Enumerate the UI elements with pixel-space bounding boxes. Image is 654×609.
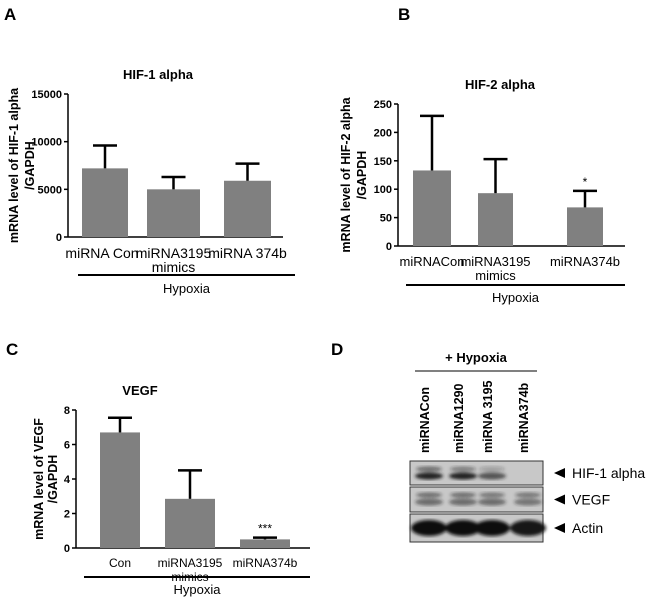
panel-label-b: B <box>398 5 410 24</box>
y-axis-label: /GAPDH <box>23 141 37 190</box>
band <box>449 498 477 506</box>
x-tick-label: miRNACon <box>399 254 464 269</box>
panel-label-d: D <box>331 340 343 359</box>
y-tick-label: 250 <box>374 99 392 111</box>
group-label: Hypoxia <box>492 290 540 305</box>
blot-condition: + Hypoxia <box>445 350 508 365</box>
x-tick-label: Con <box>109 556 131 570</box>
significance-marker: *** <box>258 522 272 536</box>
x-tick-label: mimics <box>152 259 196 275</box>
lane-label: miRNACon <box>418 387 432 453</box>
x-tick-label: miRNA3195 <box>158 556 223 570</box>
chart-b: HIF-2 alpha 0 50 100 150 200 250 mRNA level of … <box>339 77 625 305</box>
band-group <box>415 492 542 506</box>
band-group <box>411 520 546 536</box>
y-tick-label: 0 <box>56 232 62 244</box>
chart-title: HIF-2 alpha <box>465 77 536 92</box>
band <box>449 472 477 480</box>
y-axis-label: mRNA level of HIF-2 alpha <box>339 96 353 252</box>
chart-title: HIF-1 alpha <box>123 67 194 82</box>
band <box>514 498 542 506</box>
x-tick-label: miRNA374b <box>550 254 620 269</box>
blot-row: HIF-1 alpha <box>409 460 645 486</box>
band <box>411 520 447 536</box>
x-tick-label: miRNA 374b <box>208 245 287 261</box>
chart-c: VEGF 0 2 4 6 8 mRNA level of VEGF/GAPDH Con miRN… <box>32 383 310 597</box>
bar <box>224 180 271 237</box>
y-axis-label: mRNA level of HIF-1 alpha <box>7 87 21 243</box>
y-tick-label: 0 <box>64 543 70 555</box>
x-tick-label: miRNA3195 <box>460 254 530 269</box>
band <box>478 472 506 480</box>
y-tick-label: 15000 <box>31 89 62 101</box>
x-tick-label: miRNA3195 <box>136 245 212 261</box>
arrow-left-icon <box>554 494 565 505</box>
y-tick-label: 6 <box>64 440 70 452</box>
panel-label-a: A <box>4 5 16 24</box>
chart-title: VEGF <box>122 383 157 398</box>
band <box>445 520 481 536</box>
significance-marker: * <box>583 175 588 189</box>
group-label: Hypoxia <box>174 582 222 597</box>
panel-label-c: C <box>6 340 18 359</box>
arrow-left-icon <box>554 523 565 533</box>
y-axis-label: /GAPDH <box>355 151 369 200</box>
x-tick-label: miRNA Con <box>65 245 138 261</box>
band <box>416 466 442 472</box>
lane-label: miRNA 3195 <box>481 380 495 453</box>
band-label: VEGF <box>572 492 610 508</box>
band <box>479 492 505 498</box>
bar <box>82 168 128 237</box>
y-tick-label: 100 <box>374 184 392 196</box>
y-axis-label: /GAPDH <box>46 455 60 504</box>
chart-a: HIF-1 alpha 0 5000 10000 15000 mRNA level of … <box>7 67 295 296</box>
band-label: HIF-1 alpha <box>572 465 645 481</box>
y-tick-label: 50 <box>380 213 392 225</box>
band-label: Actin <box>572 520 603 536</box>
bar <box>147 189 200 237</box>
y-tick-label: 8 <box>64 405 70 417</box>
lane-label: miRNA374b <box>517 382 531 453</box>
band <box>479 466 505 472</box>
blot-row: VEGF <box>409 486 610 513</box>
bar <box>567 207 603 246</box>
band <box>415 472 443 480</box>
blot-row: Actin <box>409 513 603 543</box>
bar <box>100 432 140 548</box>
band <box>450 466 476 472</box>
x-tick-label: miRNA374b <box>233 556 298 570</box>
band <box>515 492 541 498</box>
band <box>416 492 442 498</box>
band <box>478 498 506 506</box>
y-tick-label: 0 <box>386 241 392 253</box>
y-tick-label: 200 <box>374 127 392 139</box>
bar <box>478 193 513 246</box>
western-blot: + Hypoxia miRNACon miRNA1290 miRNA 3195 miR… <box>409 350 645 543</box>
y-tick-label: 150 <box>374 156 392 168</box>
band-group <box>415 466 506 480</box>
band <box>474 520 510 536</box>
y-tick-label: 2 <box>64 509 70 521</box>
y-tick-label: 4 <box>64 474 71 486</box>
y-tick-label: 5000 <box>38 184 62 196</box>
x-tick-label: mimics <box>475 268 516 283</box>
bar <box>240 539 290 548</box>
lane-label: miRNA1290 <box>452 383 466 453</box>
group-label: Hypoxia <box>163 281 211 296</box>
bar <box>165 498 215 548</box>
band <box>510 520 546 536</box>
arrow-left-icon <box>554 468 565 478</box>
bar <box>413 170 451 246</box>
band <box>450 492 476 498</box>
y-tick-label: 10000 <box>31 137 62 149</box>
band <box>415 498 443 506</box>
y-axis-label: mRNA level of VEGF <box>32 418 46 540</box>
